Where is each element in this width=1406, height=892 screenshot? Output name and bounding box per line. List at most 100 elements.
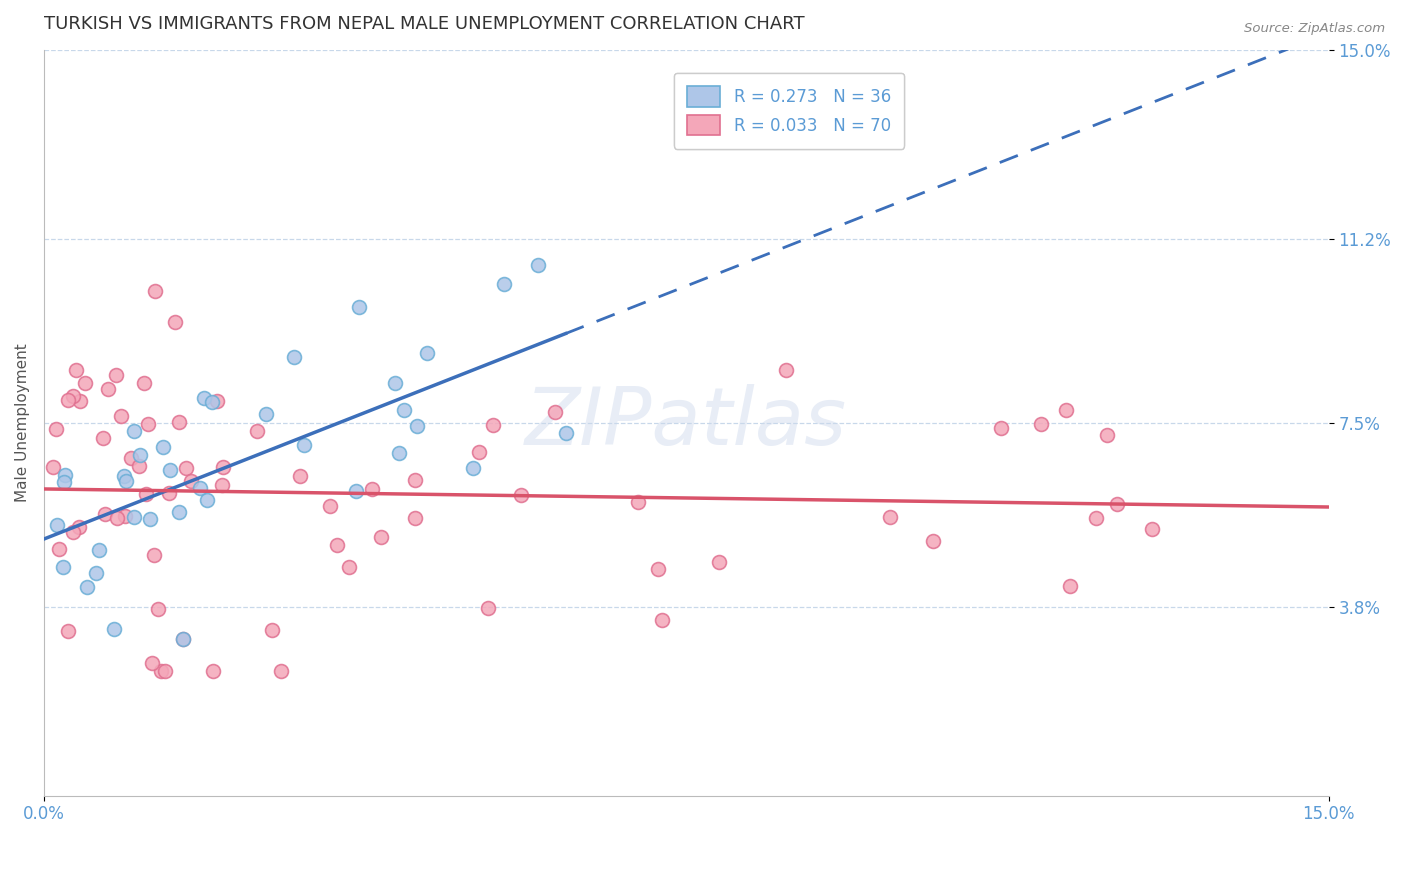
Point [155,665,177,679]
Point [388,446,411,460]
Point [103,622,125,636]
Point [172,632,194,646]
Point [163,315,186,329]
Point [544,404,567,418]
Point [48,541,70,556]
Point [45,518,67,533]
Point [211,459,233,474]
Point [347,301,370,315]
Point [1031,417,1053,431]
Point [105,511,128,525]
Point [415,345,437,359]
Point [56,624,79,638]
Point [260,624,283,638]
Point [143,284,166,298]
Point [169,505,191,519]
Point [52,560,75,574]
Point [146,602,169,616]
Point [69,394,91,409]
Point [270,665,292,679]
Point [139,512,162,526]
Point [42,460,65,475]
Point [141,657,163,671]
Point [527,258,550,272]
Point [246,424,269,438]
Point [651,613,673,627]
Point [879,509,901,524]
Point [115,474,138,488]
Legend: R = 0.273   N = 36, R = 0.033   N = 70: R = 0.273 N = 36, R = 0.033 N = 70 [673,73,904,149]
Point [709,555,731,569]
Point [318,499,340,513]
Point [477,600,499,615]
Point [45,422,67,436]
Y-axis label: Male Unemployment: Male Unemployment [15,343,30,502]
Point [91,431,114,445]
Point [62,524,84,539]
Point [775,363,797,377]
Point [205,394,228,409]
Point [76,580,98,594]
Point [122,510,145,524]
Point [337,559,360,574]
Point [121,450,143,465]
Point [112,468,135,483]
Point [195,493,218,508]
Point [360,482,382,496]
Point [159,463,181,477]
Point [180,474,202,488]
Point [190,481,212,495]
Point [128,459,150,474]
Point [129,448,152,462]
Point [193,391,215,405]
Point [510,488,533,502]
Point [404,510,426,524]
Point [1085,511,1108,525]
Point [554,425,576,440]
Point [922,534,945,549]
Point [494,277,516,291]
Point [482,417,505,432]
Point [65,363,87,377]
Point [157,486,180,500]
Point [201,665,224,679]
Point [404,474,426,488]
Point [627,495,650,509]
Point [1054,402,1077,417]
Point [1105,497,1128,511]
Point [211,478,233,492]
Text: Source: ZipAtlas.com: Source: ZipAtlas.com [1244,22,1385,36]
Point [647,562,669,576]
Point [169,415,191,429]
Point [53,475,76,489]
Point [200,395,222,409]
Point [290,469,312,483]
Point [97,382,120,396]
Text: TURKISH VS IMMIGRANTS FROM NEPAL MALE UNEMPLOYMENT CORRELATION CHART: TURKISH VS IMMIGRANTS FROM NEPAL MALE UN… [44,15,804,33]
Point [1059,579,1081,593]
Point [135,487,157,501]
Point [990,421,1012,435]
Point [67,519,90,533]
Point [58,393,80,408]
Point [292,438,315,452]
Point [62,389,84,403]
Point [142,548,165,562]
Point [326,538,349,552]
Point [406,418,429,433]
Point [132,376,155,390]
Point [370,530,392,544]
Point [174,461,197,475]
Point [114,508,136,523]
Point [256,407,278,421]
Point [105,368,128,382]
Point [172,632,194,646]
Point [152,440,174,454]
Point [461,461,484,475]
Point [344,484,367,499]
Point [384,376,406,390]
Point [394,402,416,417]
Point [94,507,117,521]
Point [53,468,76,483]
Point [75,376,97,390]
